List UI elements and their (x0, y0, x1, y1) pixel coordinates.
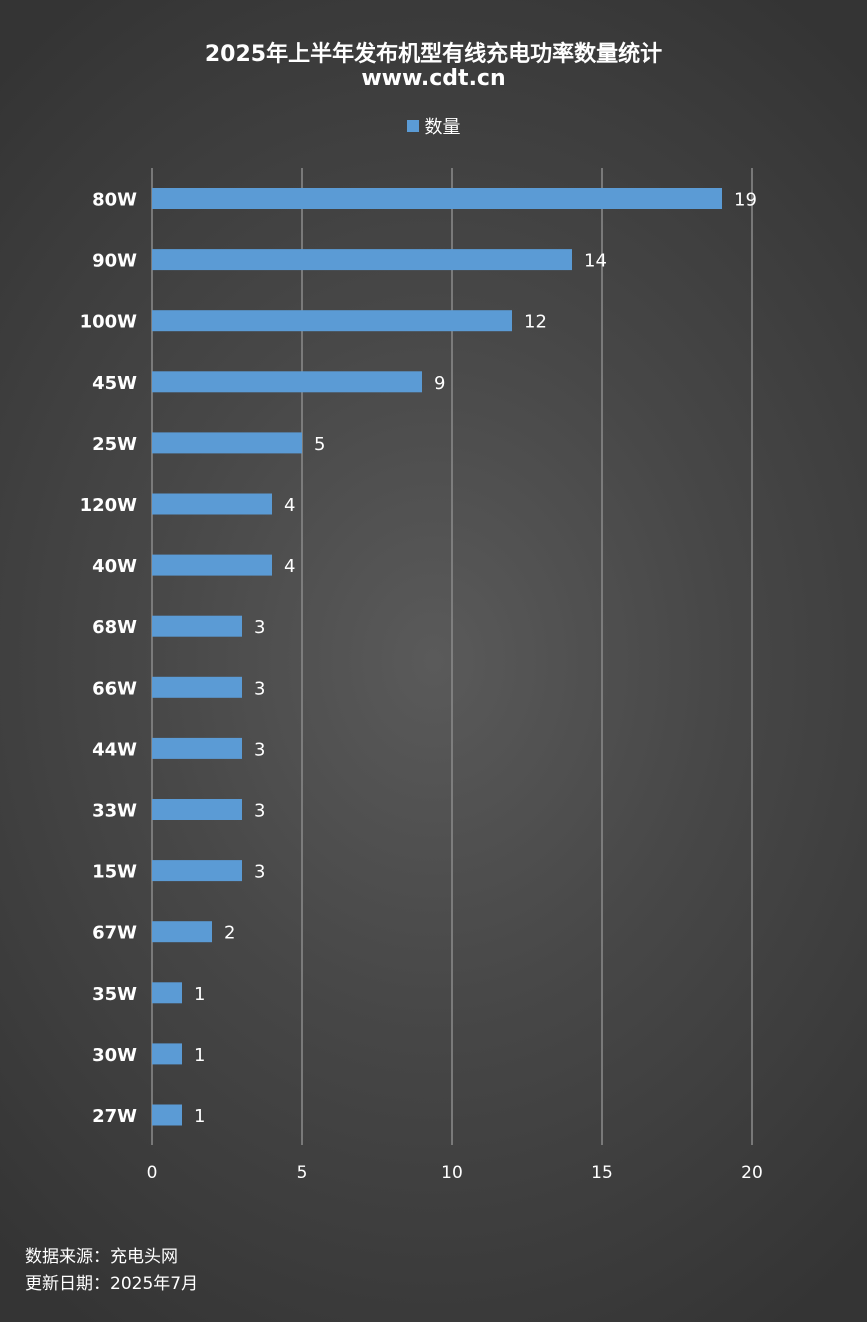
category-label: 30W (92, 1045, 137, 1066)
bar (152, 1104, 182, 1126)
data-label: 3 (254, 617, 265, 638)
bar (152, 432, 302, 454)
data-label: 12 (524, 312, 547, 333)
data-label: 5 (314, 434, 325, 455)
category-label: 68W (92, 617, 137, 638)
category-label: 100W (80, 312, 138, 333)
bar (152, 310, 512, 332)
data-source-note: 数据来源：充电头网 (25, 1247, 178, 1267)
bar (152, 249, 572, 271)
category-label: 45W (92, 373, 137, 394)
bar (152, 188, 722, 209)
data-label: 1 (194, 984, 205, 1005)
category-label: 90W (92, 251, 137, 272)
data-label: 9 (434, 373, 445, 394)
x-tick-label: 5 (297, 1163, 308, 1183)
category-label: 80W (92, 190, 137, 211)
data-label: 1 (194, 1106, 205, 1127)
bar (152, 554, 272, 576)
bar (152, 799, 242, 820)
category-label: 35W (92, 984, 137, 1005)
bar (152, 615, 242, 637)
data-label: 3 (254, 739, 265, 760)
bar (152, 493, 272, 515)
legend-label: 数量 (424, 117, 461, 138)
category-label: 15W (92, 862, 137, 883)
data-label: 3 (254, 862, 265, 883)
category-label: 44W (92, 739, 137, 760)
data-label: 4 (284, 556, 295, 577)
bar (152, 982, 182, 1004)
category-label: 25W (92, 434, 137, 455)
data-label: 1 (194, 1045, 205, 1066)
chart-legend: 数量 (0, 113, 867, 139)
category-label: 67W (92, 923, 137, 944)
legend-swatch (406, 120, 419, 132)
bar (152, 676, 242, 698)
bar (152, 371, 422, 393)
data-label: 3 (254, 801, 265, 822)
chart-title: 2025年上半年发布机型有线充电功率数量统计 (204, 42, 663, 67)
data-label: 19 (734, 190, 757, 211)
chart-subtitle: www.cdt.cn (361, 66, 506, 91)
category-label: 27W (92, 1106, 137, 1127)
category-label: 40W (92, 556, 137, 577)
data-label: 14 (584, 251, 607, 272)
bar (152, 860, 242, 882)
x-tick-label: 15 (591, 1163, 613, 1183)
category-label: 66W (92, 678, 137, 699)
x-tick-label: 0 (147, 1163, 158, 1183)
data-label: 3 (254, 678, 265, 699)
data-label: 4 (284, 495, 295, 516)
data-label: 2 (224, 923, 235, 944)
x-tick-label: 10 (441, 1163, 463, 1183)
category-label: 120W (80, 495, 138, 516)
bar (152, 737, 242, 759)
bar (152, 921, 212, 943)
update-date-note: 更新日期：2025年7月 (25, 1274, 199, 1294)
category-label: 33W (92, 801, 137, 822)
x-tick-label: 20 (741, 1163, 763, 1183)
bar (152, 1043, 182, 1065)
